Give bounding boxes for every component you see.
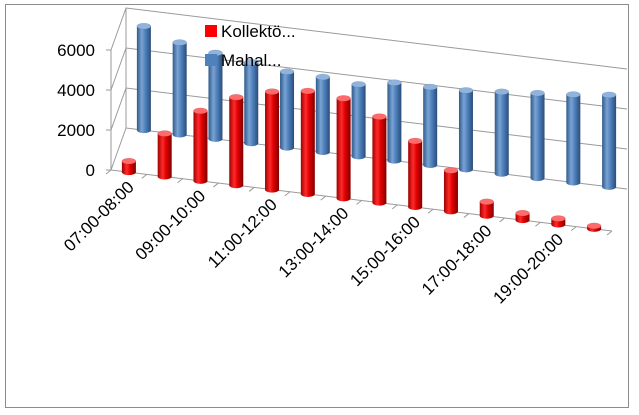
- y-axis: 0 2000 4000 6000: [57, 41, 95, 180]
- x-tick-label: 07:00-08:00: [60, 178, 138, 256]
- bar-kollektor: [121, 157, 137, 176]
- bar-kollektor: [407, 137, 423, 211]
- chart-plot: 0 2000 4000 6000 07:00-08:0009:00-10:0011:0…: [57, 7, 628, 308]
- bar-kollektor: [372, 113, 387, 206]
- bar-kollektor: [443, 167, 459, 215]
- bar-mahal: [244, 59, 259, 147]
- x-tick: [141, 173, 148, 179]
- bar-mahal: [351, 81, 366, 160]
- y-tick-label: 6000: [57, 41, 95, 60]
- bar-mahal: [422, 83, 438, 169]
- x-tick: [248, 187, 255, 192]
- bar-kollektor: [264, 88, 280, 193]
- y-tick-label: 2000: [57, 121, 95, 140]
- x-tick: [391, 204, 398, 210]
- bar-mahal: [315, 73, 331, 155]
- bar-mahal: [601, 91, 617, 190]
- gridline: [110, 47, 628, 110]
- bar-kollektor: [515, 209, 530, 224]
- bar-mahal: [136, 22, 152, 134]
- x-tick-label: 09:00-10:00: [132, 186, 210, 264]
- chart-frame: 0 2000 4000 6000 07:00-08:00 09:00-10:00 11:0…: [5, 4, 629, 408]
- x-tick-label: 17:00-18:00: [418, 221, 496, 299]
- x-tick: [213, 182, 219, 188]
- bar-kollektor: [193, 107, 208, 184]
- x-tick-label: 19:00-20:00: [490, 230, 568, 308]
- legend-label-kollektor: Kollektö...: [221, 22, 296, 41]
- x-tick: [463, 213, 470, 218]
- bar-mahal: [387, 79, 402, 164]
- bar-kollektor: [229, 94, 244, 189]
- x-tick: [177, 178, 183, 184]
- x-tick-label: 11:00-12:00: [204, 195, 281, 272]
- legend-label-mahal: Mahal...: [221, 51, 281, 70]
- gridline: [110, 87, 628, 150]
- bar-mahal: [494, 88, 509, 177]
- x-tick: [535, 221, 541, 227]
- bar-mahal: [172, 39, 187, 138]
- bar-mahal: [458, 87, 474, 173]
- bar-mahal: [566, 91, 581, 186]
- x-tick: [105, 169, 112, 175]
- x-tick: [284, 191, 291, 197]
- bar-mahal: [279, 68, 295, 151]
- x-tick: [356, 200, 362, 205]
- legend-swatch-kollektor: [205, 25, 217, 37]
- bar-kollektor: [586, 222, 602, 232]
- bar-mahal: [530, 89, 545, 182]
- x-axis: 07:00-08:0009:00-10:0011:00-12:0013:00-1…: [60, 178, 567, 308]
- bar-kollektor: [479, 198, 494, 219]
- x-tick: [427, 208, 434, 214]
- x-tick: [320, 195, 327, 201]
- legend: Kollektö... Mahal...: [205, 22, 296, 70]
- bar-kollektor: [551, 215, 566, 228]
- x-tick: [499, 217, 505, 223]
- y-tick-label: 4000: [57, 81, 95, 100]
- x-tick-label: 15:00-16:00: [346, 212, 424, 290]
- legend-swatch-mahal: [205, 54, 217, 66]
- bar-kollektor: [300, 87, 316, 197]
- x-tick-label: 13:00-14:00: [275, 204, 353, 282]
- x-tick: [606, 230, 613, 236]
- bar-kollektor: [336, 95, 351, 202]
- gridline: [110, 7, 628, 70]
- bar-kollektor: [157, 130, 172, 180]
- x-tick: [570, 226, 577, 232]
- y-tick-label: 0: [86, 161, 95, 180]
- bars: [121, 22, 617, 232]
